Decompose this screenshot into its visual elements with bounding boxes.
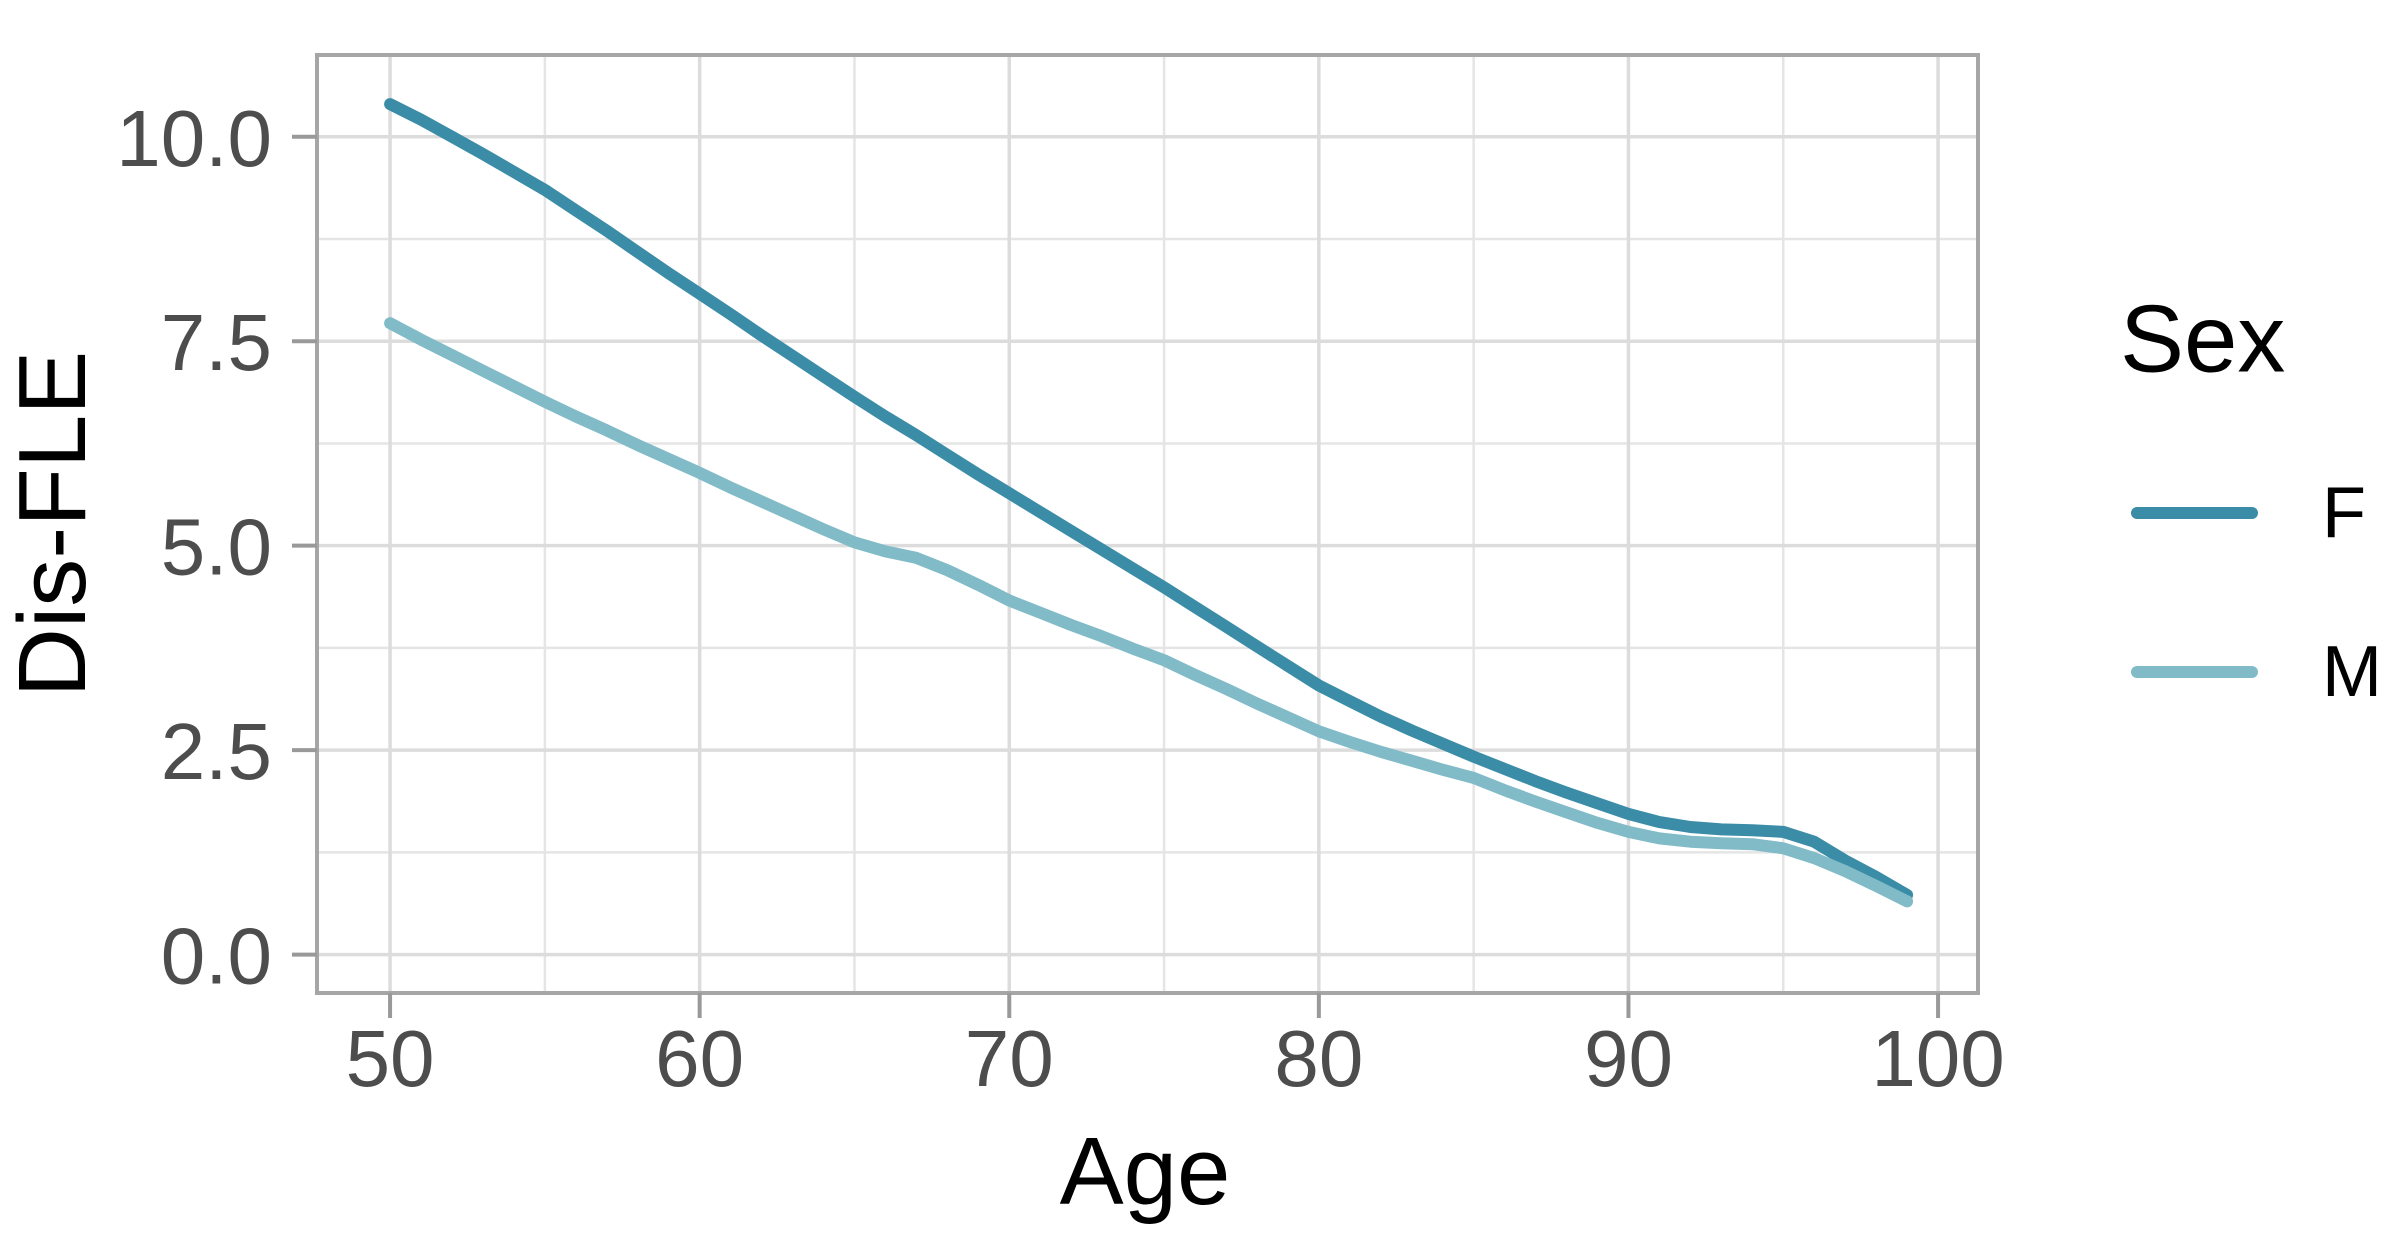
x-tick-label-100: 100 (1871, 1014, 2004, 1103)
x-tick-label-80: 80 (1274, 1014, 1363, 1103)
x-tick-label-90: 90 (1584, 1014, 1673, 1103)
x-tick-label-50: 50 (346, 1014, 435, 1103)
x-tick-labels: 50 60 70 80 90 100 (346, 1014, 2005, 1103)
y-tick-label-0.0: 0.0 (161, 912, 272, 1001)
y-tick-label-7.5: 7.5 (161, 298, 272, 387)
legend-key-line-m (2131, 666, 2258, 678)
gridlines-major (317, 55, 1978, 993)
y-axis-title: Dis-FLE (0, 350, 106, 698)
y-tick-label-10.0: 10.0 (116, 94, 272, 183)
y-tick-label-2.5: 2.5 (161, 707, 272, 796)
y-tick-label-5.0: 5.0 (161, 503, 272, 592)
y-tick-labels: 0.0 2.5 5.0 7.5 10.0 (116, 94, 272, 1001)
legend-label-m: M (2322, 632, 2382, 712)
axis-tick-marks (292, 134, 1941, 1018)
x-axis-title: Age (1059, 1118, 1231, 1225)
legend-label-f: F (2322, 473, 2366, 553)
panel-border (315, 53, 1980, 995)
legend-title: Sex (2120, 285, 2286, 393)
series-line-m (384, 317, 1914, 908)
x-tick-label-70: 70 (965, 1014, 1054, 1103)
legend-entry-m: M (2131, 631, 2382, 713)
x-tick-label-60: 60 (655, 1014, 744, 1103)
series-line-f (384, 98, 1914, 901)
gridlines-minor (317, 55, 1978, 993)
legend-entry-f: F (2131, 472, 2366, 554)
legend-key-line-f (2131, 507, 2258, 519)
